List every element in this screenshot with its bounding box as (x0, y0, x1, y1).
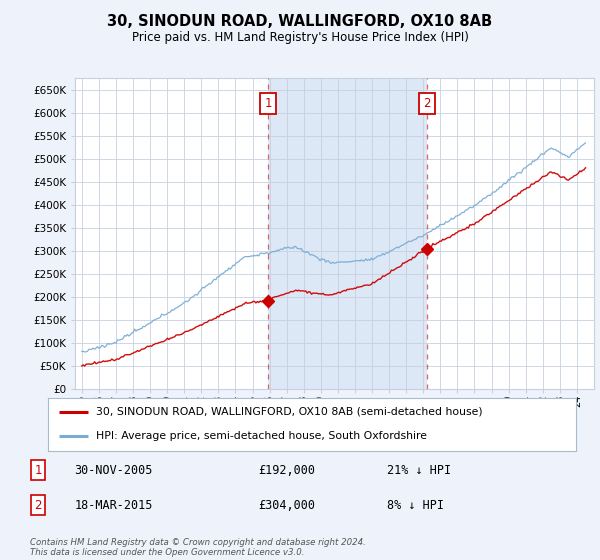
Text: 21% ↓ HPI: 21% ↓ HPI (387, 464, 451, 477)
Text: Price paid vs. HM Land Registry's House Price Index (HPI): Price paid vs. HM Land Registry's House … (131, 31, 469, 44)
Text: 18-MAR-2015: 18-MAR-2015 (74, 499, 152, 512)
Text: Contains HM Land Registry data © Crown copyright and database right 2024.
This d: Contains HM Land Registry data © Crown c… (30, 538, 366, 557)
Bar (268, 78, 427, 389)
Text: HPI: Average price, semi-detached house, South Oxfordshire: HPI: Average price, semi-detached house,… (95, 431, 427, 441)
Text: 8% ↓ HPI: 8% ↓ HPI (387, 499, 444, 512)
Text: £304,000: £304,000 (259, 499, 316, 512)
Text: £192,000: £192,000 (259, 464, 316, 477)
Text: 30-NOV-2005: 30-NOV-2005 (74, 464, 152, 477)
Text: 2: 2 (34, 499, 42, 512)
Text: 1: 1 (34, 464, 42, 477)
Text: 30, SINODUN ROAD, WALLINGFORD, OX10 8AB (semi-detached house): 30, SINODUN ROAD, WALLINGFORD, OX10 8AB … (95, 407, 482, 417)
Text: 30, SINODUN ROAD, WALLINGFORD, OX10 8AB: 30, SINODUN ROAD, WALLINGFORD, OX10 8AB (107, 14, 493, 29)
Text: 2: 2 (423, 97, 431, 110)
Text: 1: 1 (265, 97, 272, 110)
